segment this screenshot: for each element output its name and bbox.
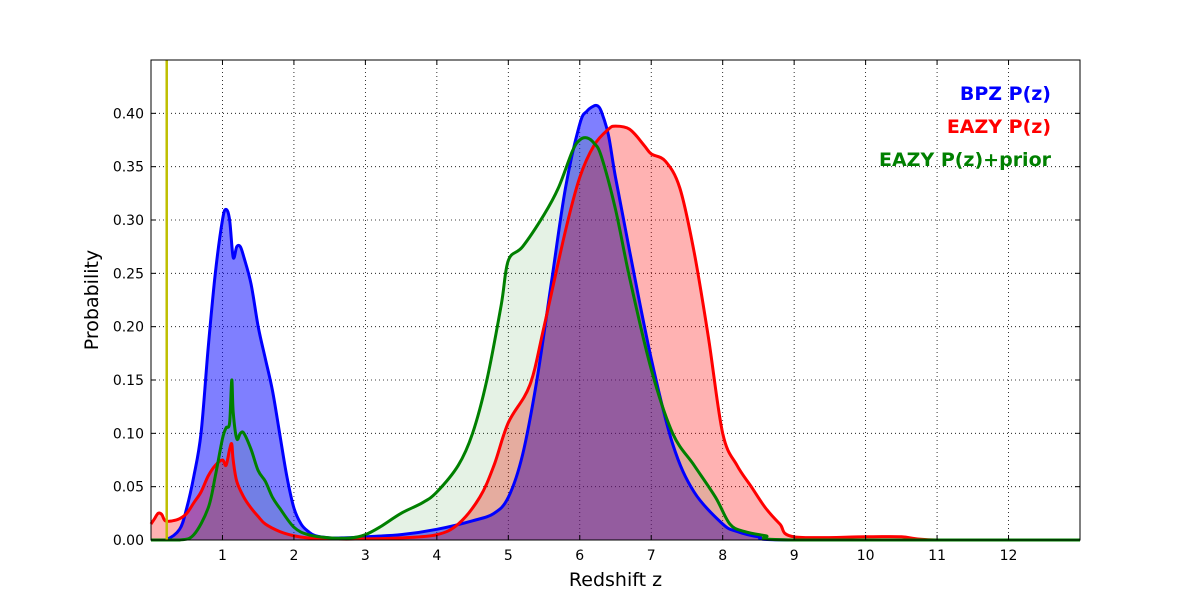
series-fill-2 bbox=[151, 137, 1080, 540]
series-fill-0 bbox=[151, 105, 1080, 540]
y-tick-label: 0.00 bbox=[113, 533, 144, 549]
y-tick-label: 0.15 bbox=[113, 373, 144, 389]
legend-entry-1: EAZY P(z) bbox=[947, 116, 1051, 138]
series-line-2 bbox=[151, 136, 1080, 542]
y-tick-label: 0.40 bbox=[113, 106, 144, 122]
x-tick-label: 1 bbox=[218, 548, 227, 564]
x-tick-label: 2 bbox=[289, 548, 298, 564]
x-tick-label: 10 bbox=[857, 548, 875, 564]
y-tick-label: 0.05 bbox=[113, 480, 144, 496]
y-axis-label: Probability bbox=[81, 250, 103, 350]
y-tick-label: 0.10 bbox=[113, 426, 144, 442]
x-tick-label: 8 bbox=[718, 548, 727, 564]
x-tick-label: 9 bbox=[790, 548, 799, 564]
x-tick-label: 11 bbox=[928, 548, 946, 564]
x-axis-label: Redshift z bbox=[569, 569, 662, 591]
y-tick-label: 0.30 bbox=[113, 213, 144, 229]
y-tick-label: 0.20 bbox=[113, 320, 144, 336]
y-tick-label: 0.25 bbox=[113, 266, 144, 282]
x-tick-label: 5 bbox=[504, 548, 513, 564]
x-tick-label: 6 bbox=[575, 548, 584, 564]
x-tick-label: 7 bbox=[647, 548, 656, 564]
legend: BPZ P(z) EAZY P(z) EAZY P(z)+prior bbox=[879, 83, 1052, 171]
y-tick-label: 0.35 bbox=[113, 160, 144, 176]
legend-entry-0: BPZ P(z) bbox=[960, 83, 1051, 105]
plot-frame bbox=[150, 59, 1081, 541]
x-tick-label: 4 bbox=[432, 548, 441, 564]
series-fills bbox=[151, 105, 1080, 540]
x-tick-label: 12 bbox=[1000, 548, 1018, 564]
x-tick-label: 3 bbox=[361, 548, 370, 564]
ticks: 1 2 3 4 5 6 7 8 9 10 11 120.000.050.100.150.200.250… bbox=[113, 60, 1080, 564]
series-line-1 bbox=[149, 124, 1080, 542]
legend-entry-2: EAZY P(z)+prior bbox=[879, 149, 1052, 171]
series-fill-1 bbox=[151, 126, 1080, 540]
